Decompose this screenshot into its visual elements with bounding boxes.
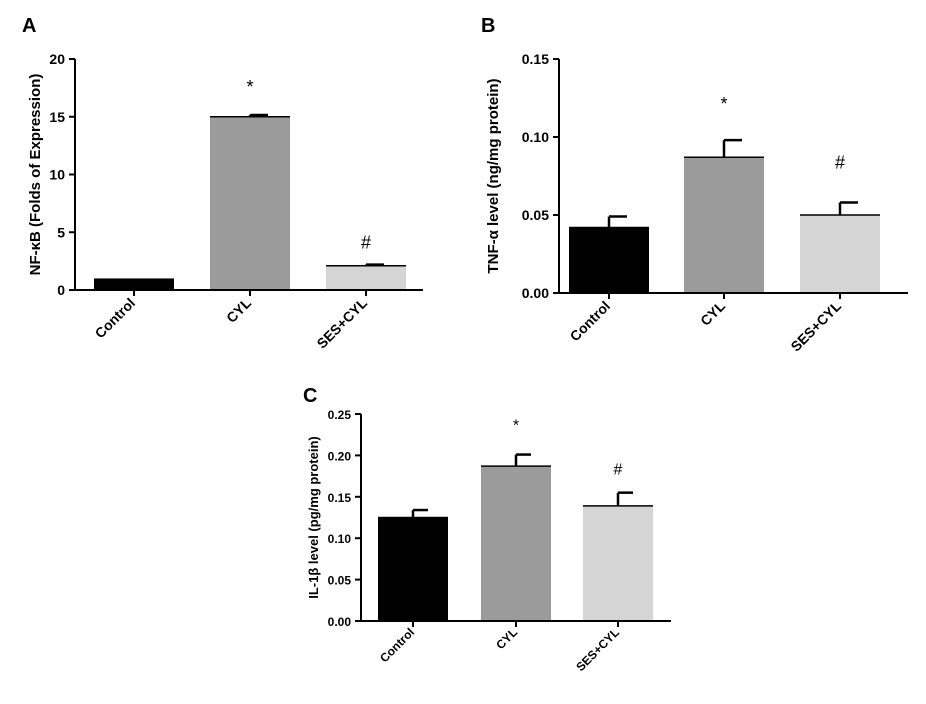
y-tick-label: 0.20 [328, 449, 352, 463]
x-tick-label-cyl: CYL [697, 297, 728, 328]
panel-letter: C [303, 385, 317, 407]
y-tick-label: 0.15 [328, 491, 352, 505]
panel-letter: B [481, 15, 495, 37]
y-axis-label: NF-κB (Folds of Expression) [27, 74, 44, 276]
x-tick-label-ses-cyl: SES+CYL [787, 298, 844, 355]
bar-control [569, 227, 649, 293]
significance-star: * [246, 77, 253, 97]
bar-control [94, 278, 174, 290]
y-tick-label: 10 [49, 167, 65, 183]
x-tick-label-control: Control [567, 298, 614, 345]
panel-c: C * #0.00 0.05 0.10 0.15 0.20 0.25 Control CYL SES… [303, 385, 671, 674]
y-tick-label: 0.00 [328, 615, 352, 629]
significance-hash: # [835, 153, 845, 173]
significance-hash: # [361, 233, 371, 253]
bar-cyl [481, 466, 551, 621]
y-tick-label: 0.15 [522, 51, 549, 67]
y-axis-label: IL-1β level (pg/mg protein) [306, 436, 321, 599]
y-tick-label: 0.05 [522, 207, 549, 223]
y-axis-label: TNF-α level (ng/mg protein) [485, 78, 502, 273]
x-tick-label-ses-cyl: SES+CYL [573, 625, 622, 674]
x-tick-label-cyl: CYL [493, 625, 520, 652]
y-tick-label: 0.10 [522, 129, 549, 145]
bar-cyl [210, 116, 290, 290]
bar-cyl [684, 157, 764, 293]
x-tick-label-cyl: CYL [223, 294, 254, 325]
bar-control [378, 517, 448, 621]
bar-ses-cyl [583, 505, 653, 621]
y-tick-label: 0.25 [328, 408, 352, 422]
y-tick-label: 20 [49, 51, 65, 67]
panel-b: B * #0.00 0.05 0.10 0.15 Control CYL SES+CYL TNF-… [481, 15, 908, 355]
y-tick-label: 0.00 [522, 285, 549, 301]
significance-star: * [513, 418, 519, 435]
panel-letter: A [22, 15, 36, 37]
significance-hash: # [614, 462, 623, 479]
significance-star: * [720, 94, 727, 114]
y-tick-label: 5 [57, 224, 65, 240]
y-tick-label: 0 [57, 282, 65, 298]
x-tick-label-control: Control [377, 625, 417, 665]
panel-a: A * #0 5 10 15 20 Control CYL SES+CYL NF-κB (Folds… [22, 15, 423, 352]
bar-ses-cyl [326, 265, 406, 290]
y-tick-label: 0.05 [328, 574, 352, 588]
x-tick-label-control: Control [92, 295, 139, 342]
x-tick-label-ses-cyl: SES+CYL [313, 295, 370, 352]
y-tick-label: 0.10 [328, 532, 352, 546]
y-tick-label: 15 [49, 109, 65, 125]
bar-ses-cyl [800, 215, 880, 293]
